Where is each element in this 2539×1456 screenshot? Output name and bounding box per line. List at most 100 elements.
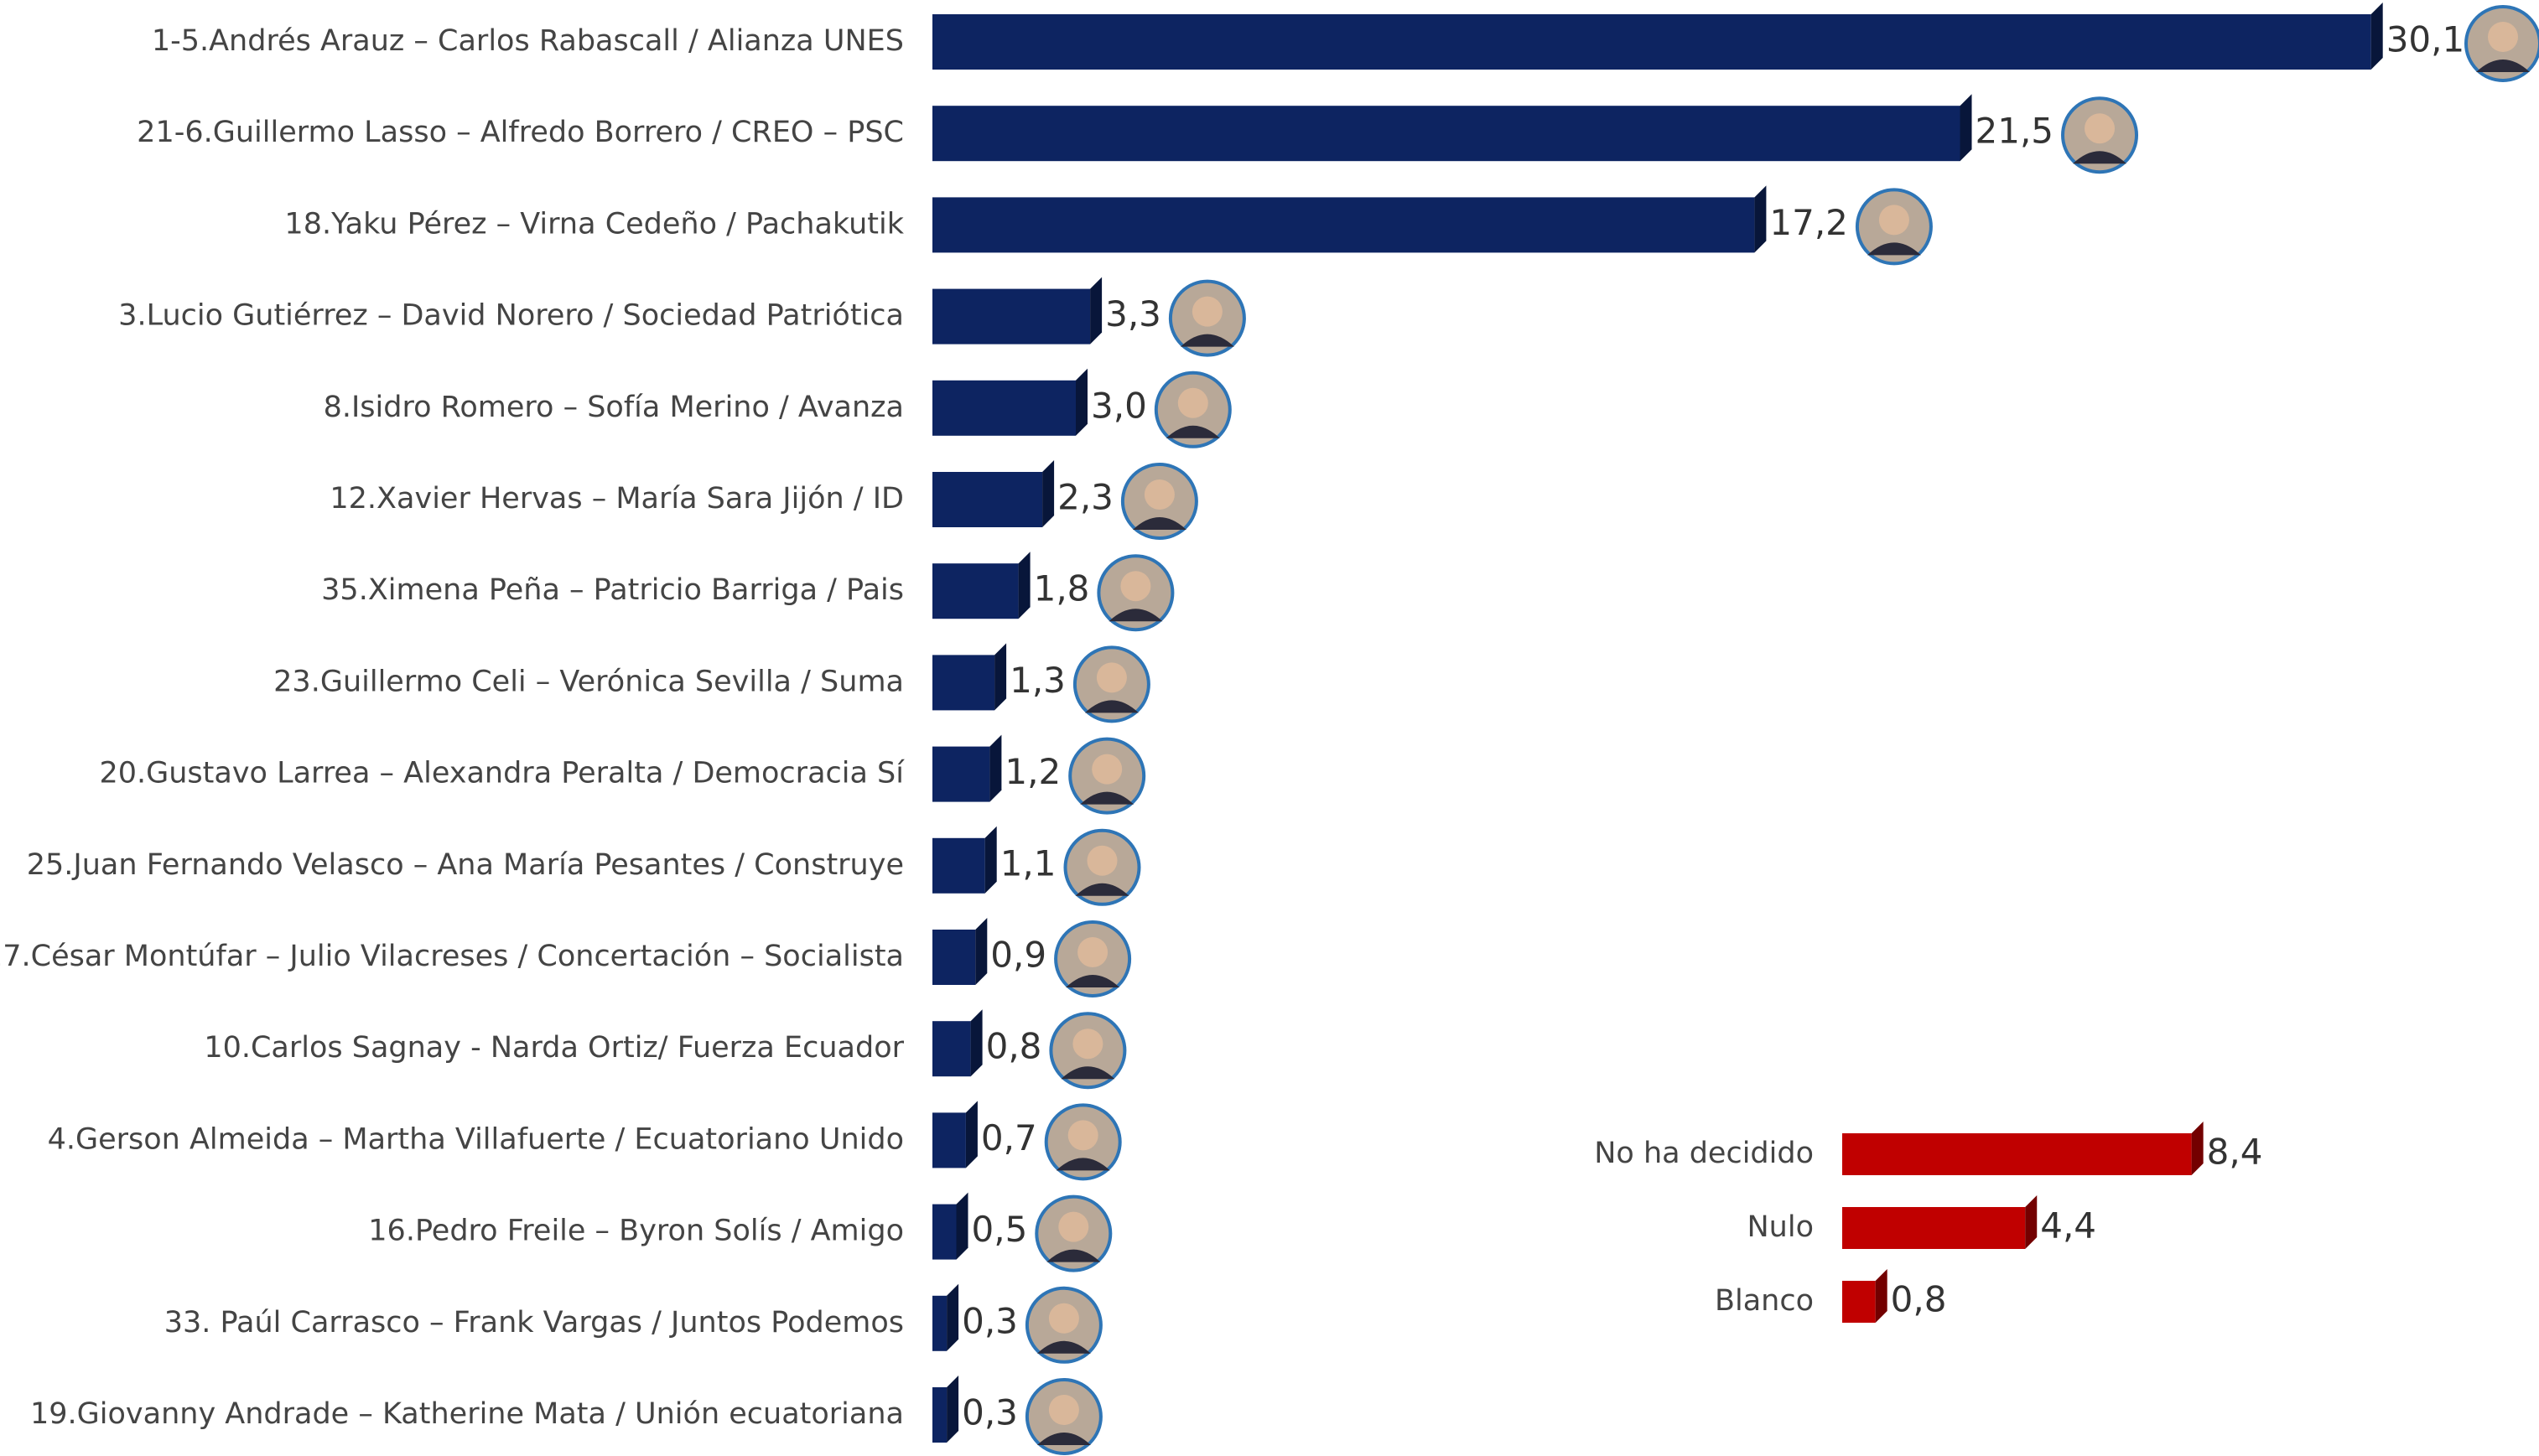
- bar: [1842, 1133, 2192, 1175]
- candidate-photo-face: [1878, 205, 1909, 236]
- category-label: 8.Isidro Romero – Sofía Merino / Avanza: [324, 391, 904, 424]
- value-label: 30,1: [2386, 19, 2465, 60]
- category-label: 35.Ximena Peña – Patricio Barriga / Pais: [321, 573, 904, 607]
- bar: [1842, 1281, 1876, 1323]
- candidate-photo-face: [1072, 1029, 1103, 1060]
- bar-side: [947, 1376, 959, 1443]
- value-label: 17,2: [1769, 202, 1848, 243]
- candidate-photo-face: [2488, 22, 2518, 52]
- bar-side: [970, 1009, 983, 1077]
- candidate-photo-face: [1077, 937, 1109, 967]
- bar: [932, 1021, 971, 1077]
- bar: [932, 746, 990, 802]
- value-label: 4,4: [2040, 1205, 2096, 1246]
- value-label: 0,3: [962, 1300, 1018, 1341]
- category-label: 16.Pedro Freile – Byron Solís / Amigo: [368, 1215, 904, 1248]
- bar: [932, 14, 2371, 70]
- bar-side: [1018, 552, 1031, 619]
- category-label: 20.Gustavo Larrea – Alexandra Peralta / …: [99, 757, 905, 790]
- bar-side: [2191, 1122, 2204, 1175]
- bar: [932, 106, 1960, 162]
- value-label: 21,5: [1976, 111, 2054, 152]
- bar-side: [956, 1192, 968, 1260]
- bar-side: [2025, 1195, 2038, 1249]
- value-label: 3,3: [1105, 293, 1161, 334]
- bar-side: [947, 1283, 959, 1351]
- bar: [932, 563, 1019, 619]
- bar-side: [2370, 3, 2383, 70]
- candidate-photo-face: [1096, 662, 1127, 693]
- candidate-photo-face: [1058, 1211, 1089, 1242]
- bar-side: [1076, 368, 1088, 436]
- bar-side: [1875, 1269, 1887, 1323]
- category-label: 4.Gerson Almeida – Martha Villafuerte / …: [48, 1122, 904, 1156]
- bar: [1842, 1207, 2026, 1249]
- bar: [932, 288, 1091, 345]
- category-label: Nulo: [1747, 1210, 1814, 1244]
- candidate-photo-face: [1048, 1395, 1079, 1425]
- candidate-photo-face: [1048, 1303, 1079, 1334]
- value-label: 1,8: [1034, 568, 1090, 609]
- category-label: Blanco: [1715, 1284, 1814, 1318]
- candidate-photo-body: [2476, 60, 2530, 72]
- category-label: 51-17.César Montúfar – Julio Vilacreses …: [0, 940, 904, 973]
- value-label: 0,3: [962, 1392, 1018, 1433]
- candidate-photo-face: [1177, 387, 1208, 418]
- category-label: 21-6.Guillermo Lasso – Alfredo Borrero /…: [137, 116, 904, 149]
- value-label: 0,8: [986, 1026, 1042, 1067]
- candidate-photo-body: [1036, 1433, 1091, 1445]
- value-label: 1,1: [1000, 842, 1057, 883]
- bar: [932, 1295, 948, 1351]
- bar-side: [1960, 94, 1972, 162]
- bar: [932, 380, 1076, 436]
- candidate-photo-body: [2073, 151, 2127, 164]
- candidate-photo-body: [1080, 791, 1135, 805]
- value-label: 0,9: [990, 935, 1046, 976]
- bar: [932, 655, 995, 711]
- category-label: 19.Giovanny Andrade – Katherine Mata / U…: [30, 1397, 904, 1431]
- category-label: No ha decidido: [1594, 1137, 1814, 1170]
- value-label: 0,8: [1891, 1279, 1947, 1320]
- category-label: 3.Lucio Gutiérrez – David Norero / Socie…: [118, 299, 904, 333]
- candidate-photo-body: [1166, 425, 1220, 438]
- value-label: 1,2: [1005, 751, 1061, 792]
- candidate-photo-body: [1061, 1066, 1115, 1080]
- bar-side: [989, 734, 1002, 802]
- candidate-photo-body: [1056, 1158, 1110, 1171]
- bar-side: [1090, 277, 1103, 345]
- candidate-photo-body: [1075, 883, 1129, 896]
- category-label: 1-5.Andrés Arauz – Carlos Rabascall / Al…: [152, 24, 904, 58]
- value-label: 8,4: [2207, 1132, 2263, 1173]
- value-label: 1,3: [1010, 660, 1066, 701]
- candidate-photo-body: [1867, 242, 1921, 256]
- value-label: 0,5: [972, 1209, 1028, 1250]
- candidate-photo-body: [1066, 975, 1120, 987]
- candidate-photo-body: [1180, 334, 1234, 347]
- candidate-photo-face: [1087, 845, 1118, 876]
- candidate-photo-face: [1144, 479, 1175, 510]
- candidate-photo-face: [1067, 1120, 1098, 1151]
- bar: [932, 1387, 948, 1443]
- bar: [932, 930, 976, 985]
- bar-side: [1754, 185, 1767, 253]
- bar-side: [975, 918, 988, 985]
- candidate-photo-face: [1092, 754, 1123, 785]
- bar: [932, 837, 985, 894]
- candidate-photo-face: [2085, 113, 2116, 144]
- candidate-photo-face: [1120, 571, 1151, 602]
- candidate-photo-body: [1046, 1249, 1101, 1262]
- bar: [932, 472, 1043, 527]
- category-label: 10.Carlos Sagnay - Narda Ortiz/ Fuerza E…: [204, 1031, 904, 1065]
- candidate-photo-body: [1132, 517, 1186, 530]
- value-label: 2,3: [1057, 477, 1114, 518]
- bar-side: [965, 1101, 978, 1168]
- bar: [932, 197, 1755, 253]
- category-label: 25.Juan Fernando Velasco – Ana María Pes…: [27, 848, 904, 882]
- category-label: 18.Yaku Pérez – Virna Cedeño / Pachakuti…: [284, 207, 904, 241]
- candidate-photo-body: [1084, 700, 1139, 713]
- candidate-photo-body: [1036, 1340, 1091, 1354]
- bar: [932, 1204, 957, 1260]
- category-label: 33. Paúl Carrasco – Frank Vargas / Junto…: [164, 1306, 904, 1339]
- value-label: 3,0: [1091, 385, 1147, 426]
